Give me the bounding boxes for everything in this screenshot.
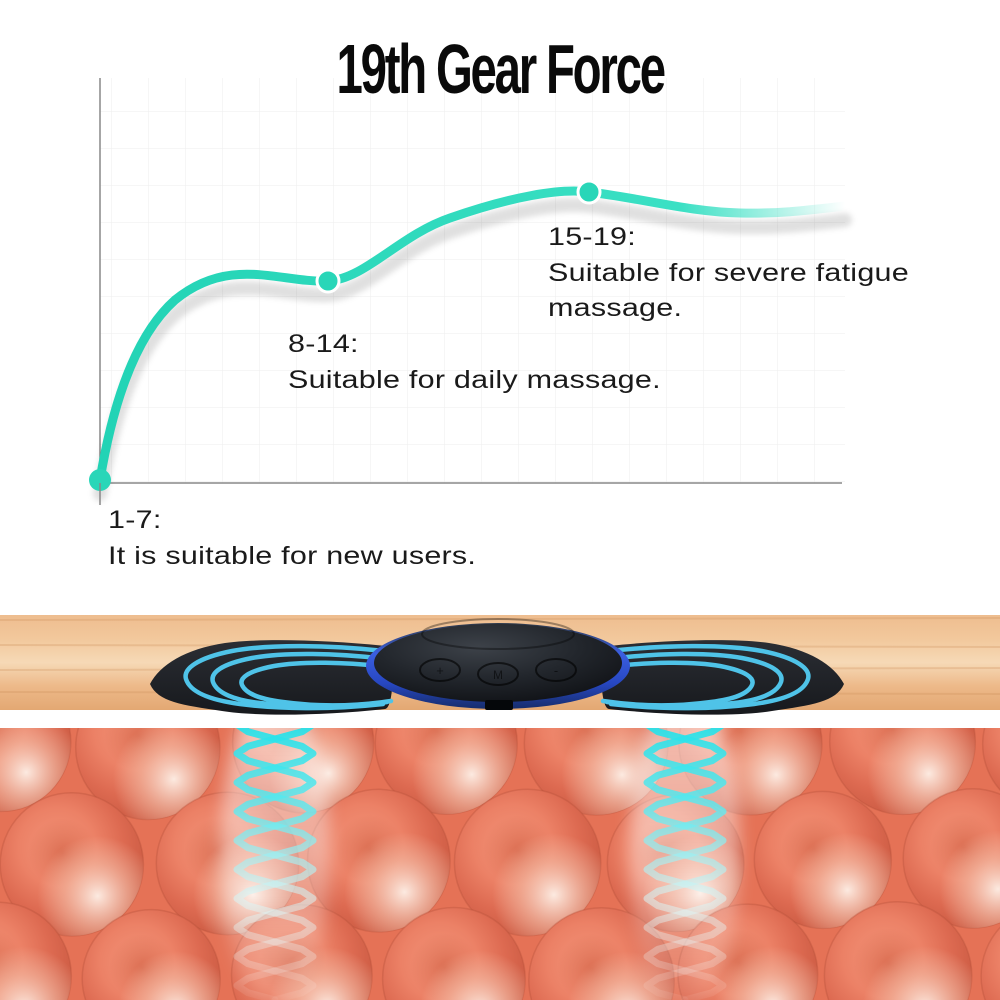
- svg-text:+: +: [436, 663, 444, 678]
- svg-text:-: -: [554, 663, 558, 678]
- svg-text:M: M: [493, 668, 503, 682]
